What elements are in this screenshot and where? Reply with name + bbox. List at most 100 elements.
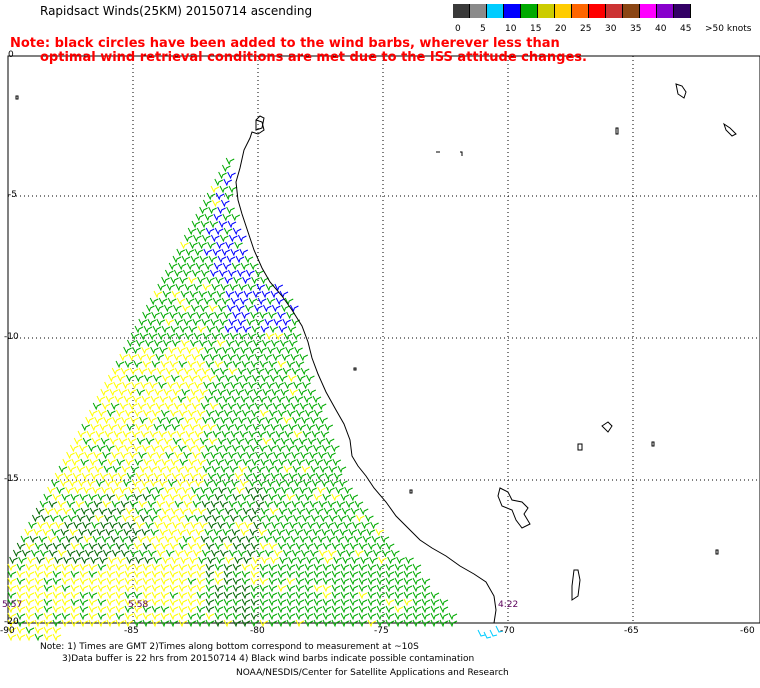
- wind-barb: [349, 563, 359, 572]
- wind-barb: [358, 612, 368, 621]
- wind-barb: [49, 514, 59, 523]
- wind-barb: [290, 353, 300, 362]
- wind-barb: [67, 514, 77, 523]
- wind-barb: [338, 479, 348, 488]
- wind-barb: [138, 318, 148, 327]
- wind-barb: [213, 395, 223, 404]
- wind-barb: [194, 479, 204, 488]
- wind-barb: [273, 367, 283, 376]
- wind-barb: [124, 591, 134, 600]
- wind-barb: [209, 353, 219, 362]
- wind-barb: [250, 311, 259, 320]
- wind-barb: [255, 500, 265, 509]
- wind-barb: [153, 290, 163, 299]
- wind-barb: [172, 521, 181, 530]
- wind-barb: [240, 395, 250, 404]
- wind-barb: [396, 556, 405, 565]
- wind-barb: [147, 500, 157, 509]
- wind-barb: [268, 542, 278, 551]
- wind-barb: [124, 493, 134, 502]
- wind-barb: [274, 465, 284, 474]
- wind-barb: [160, 591, 170, 600]
- wind-barb: [214, 311, 223, 320]
- wind-barb: [261, 556, 270, 565]
- wind-barb: [145, 304, 155, 313]
- wind-barb: [110, 535, 120, 544]
- wind-barb: [128, 535, 138, 544]
- wind-barb: [226, 255, 236, 264]
- wind-barb: [58, 465, 68, 474]
- wind-barb: [97, 577, 107, 586]
- wind-barb: [176, 430, 186, 439]
- wind-barb: [287, 458, 297, 467]
- wind-barb: [70, 577, 80, 586]
- wind-barb: [112, 416, 121, 425]
- wind-barb: [155, 535, 165, 544]
- wind-barb: [191, 269, 201, 278]
- wind-barb: [252, 339, 262, 348]
- wind-barb: [223, 619, 233, 628]
- wind-barb: [191, 535, 201, 544]
- wind-barb: [108, 556, 117, 565]
- wind-barb: [268, 311, 277, 320]
- wind-barb: [185, 248, 195, 257]
- wind-barb: [145, 521, 154, 530]
- wind-barb: [7, 612, 17, 621]
- wind-barb: [349, 605, 359, 614]
- wind-barb: [241, 605, 251, 614]
- wind-barb: [253, 437, 263, 446]
- wind-barb: [171, 339, 181, 348]
- wind-barb: [133, 612, 143, 621]
- wind-barb: [246, 318, 256, 327]
- wind-barb: [173, 269, 183, 278]
- wind-barb: [143, 507, 153, 516]
- wind-barb: [340, 591, 350, 600]
- wind-barb: [294, 444, 304, 453]
- wind-barb: [202, 514, 212, 523]
- wind-barb: [195, 346, 204, 355]
- wind-barb: [219, 451, 228, 460]
- wind-barb: [88, 570, 98, 579]
- wind-barb: [110, 402, 120, 411]
- wind-barb: [123, 395, 133, 404]
- wind-barb: [320, 430, 330, 439]
- wind-barb: [292, 332, 302, 341]
- wind-barb: [34, 633, 44, 642]
- footer-note-line2: 3)Data buffer is 22 hrs from 20150714 4)…: [62, 654, 475, 664]
- wind-barb: [173, 402, 183, 411]
- wind-barb: [259, 563, 269, 572]
- wind-barb: [184, 332, 194, 341]
- wind-barb: [176, 479, 186, 488]
- wind-barb: [295, 584, 305, 593]
- wind-barb: [70, 584, 80, 593]
- wind-barb: [263, 486, 272, 495]
- wind-barb: [191, 486, 200, 495]
- wind-barb: [248, 297, 258, 306]
- wind-barb: [265, 514, 275, 523]
- wind-barb: [192, 367, 202, 376]
- wind-barb: [336, 549, 346, 558]
- wind-barb: [54, 556, 63, 565]
- wind-barb: [124, 598, 134, 607]
- wind-barb: [160, 577, 170, 586]
- wind-barb: [403, 612, 413, 621]
- wind-barb: [178, 542, 188, 551]
- wind-barb: [150, 346, 159, 355]
- wind-barb: [191, 220, 201, 229]
- wind-barb: [47, 486, 56, 495]
- wind-barb: [203, 248, 213, 257]
- wind-barb: [160, 598, 170, 607]
- wind-barb: [271, 521, 280, 530]
- color-scale-label: 15: [530, 24, 542, 34]
- wind-barb: [295, 409, 305, 418]
- wind-barb: [169, 570, 179, 579]
- wind-barb: [102, 549, 112, 558]
- wind-barb: [114, 528, 124, 537]
- wind-barb: [48, 500, 58, 509]
- wind-barb: [181, 521, 190, 530]
- wind-barb: [25, 633, 35, 642]
- wind-barb: [188, 325, 198, 334]
- wind-barb: [155, 486, 164, 495]
- wind-barb: [279, 423, 289, 432]
- color-swatch: [572, 4, 589, 18]
